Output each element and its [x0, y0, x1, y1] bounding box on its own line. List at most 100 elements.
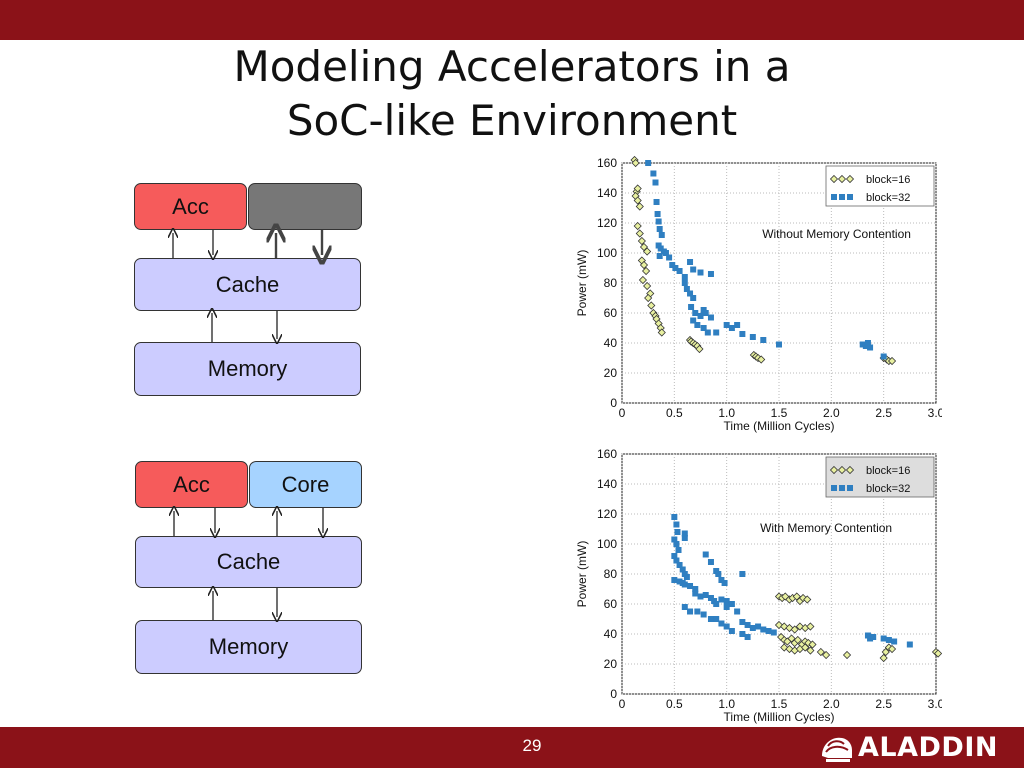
data-point-block32: [867, 344, 874, 351]
y-tick-label: 80: [604, 567, 618, 581]
data-point-block32: [728, 601, 735, 607]
x-tick-label: 1.5: [771, 697, 788, 711]
data-point-block32: [702, 592, 709, 598]
data-point-block32: [885, 637, 892, 643]
data-point-block16: [879, 653, 888, 663]
y-tick-label: 160: [597, 156, 617, 170]
data-point-block32: [694, 322, 701, 328]
data-point-block16: [639, 260, 649, 270]
data-point-block16: [808, 640, 817, 649]
y-tick-label: 80: [604, 276, 618, 290]
data-point-block32: [755, 623, 762, 630]
data-point-block16: [785, 623, 794, 633]
data-point-block32: [700, 611, 707, 618]
chart-annotation: Without Memory Contention: [762, 227, 911, 241]
data-point-block16: [643, 247, 652, 256]
data-point-block32: [676, 268, 683, 274]
y-tick-label: 160: [597, 447, 617, 461]
legend-label: block=32: [866, 192, 910, 204]
data-point-block32: [718, 620, 725, 627]
data-point-block32: [707, 314, 714, 321]
data-point-block16: [842, 650, 852, 660]
data-point-block32: [656, 226, 663, 232]
data-point-block32: [653, 199, 660, 205]
aladdin-logo: ALADDIN: [818, 730, 1018, 766]
x-tick-label: 2.0: [823, 697, 840, 711]
y-tick-label: 100: [597, 537, 617, 551]
y-tick-label: 60: [604, 306, 618, 320]
idle-core-block: [248, 183, 362, 230]
x-tick-label: 0.5: [666, 697, 683, 711]
core-block: Core: [249, 461, 362, 508]
y-tick-label: 40: [604, 627, 618, 641]
data-point-block32: [776, 341, 782, 348]
data-point-block32: [723, 322, 730, 328]
data-point-block32: [687, 583, 694, 589]
chart-annotation: With Memory Contention: [760, 521, 892, 535]
data-point-block16: [695, 344, 704, 354]
data-point-block32: [687, 259, 694, 265]
data-point-block32: [906, 641, 913, 648]
data-point-block32: [713, 616, 720, 622]
legend-marker: [845, 174, 855, 184]
data-point-block16: [790, 625, 799, 634]
slide-title-line2: SoC-like Environment: [286, 96, 738, 145]
data-point-block32: [688, 304, 695, 310]
y-tick-label: 120: [597, 507, 617, 521]
x-tick-label: 0: [619, 697, 626, 711]
data-point-block32: [707, 559, 714, 565]
data-point-block32: [671, 514, 678, 520]
legend-marker: [829, 465, 839, 475]
data-point-block32: [656, 253, 663, 259]
data-point-block32: [723, 598, 730, 604]
legend-marker: [837, 174, 847, 184]
x-tick-label: 2.0: [823, 406, 840, 420]
data-point-block32: [864, 340, 871, 346]
chart-without-contention: 0 0.5 1.0 1.5 2.0 2.5 3.0 0 20 40 60 80 100 120 140 160…: [575, 155, 942, 433]
data-point-block32: [672, 265, 679, 271]
data-point-block16: [803, 595, 812, 604]
data-point-block32: [683, 574, 690, 580]
x-axis-label: Time (Million Cycles): [724, 419, 835, 433]
data-point-block32: [674, 529, 681, 535]
data-point-block16: [801, 643, 810, 652]
data-point-block16: [639, 242, 649, 252]
data-point-block32: [749, 625, 756, 631]
data-point-block32: [673, 541, 680, 547]
data-point-block16: [642, 266, 651, 276]
x-tick-label: 0.5: [666, 406, 683, 420]
data-point-block32: [870, 634, 877, 640]
data-point-block32: [666, 254, 673, 261]
legend-marker: [839, 485, 845, 491]
data-point-block32: [694, 608, 701, 615]
data-point-block16: [643, 281, 652, 291]
bottom-banner: [0, 727, 1024, 768]
data-point-block32: [673, 521, 680, 528]
data-point-block32: [697, 593, 704, 600]
y-tick-label: 140: [597, 186, 617, 200]
data-point-block32: [657, 245, 664, 252]
legend-marker: [837, 465, 847, 475]
data-point-block32: [734, 608, 741, 615]
data-point-block16: [792, 592, 801, 601]
data-point-block16: [757, 355, 766, 364]
x-tick-label: 1.5: [771, 406, 788, 420]
y-tick-label: 0: [610, 687, 617, 701]
legend-label: block=16: [866, 465, 910, 477]
data-point-block32: [681, 274, 688, 280]
data-point-block32: [681, 604, 688, 610]
data-point-block16: [633, 184, 642, 193]
data-point-block32: [683, 286, 690, 292]
data-point-block32: [867, 635, 874, 642]
data-point-block32: [718, 577, 725, 583]
data-point-block16: [785, 644, 794, 654]
data-point-block32: [739, 619, 746, 625]
data-point-block32: [723, 604, 730, 610]
chart-with-contention: 0 0.5 1.0 1.5 2.0 2.5 3.0 0 20 40 60 80 100 120 140 160…: [575, 447, 942, 724]
data-point-block32: [859, 341, 866, 348]
x-tick-label: 1.0: [718, 406, 735, 420]
data-point-block32: [744, 634, 751, 640]
y-tick-label: 100: [597, 246, 617, 260]
data-point-block16: [638, 275, 647, 285]
data-point-block32: [718, 596, 725, 603]
